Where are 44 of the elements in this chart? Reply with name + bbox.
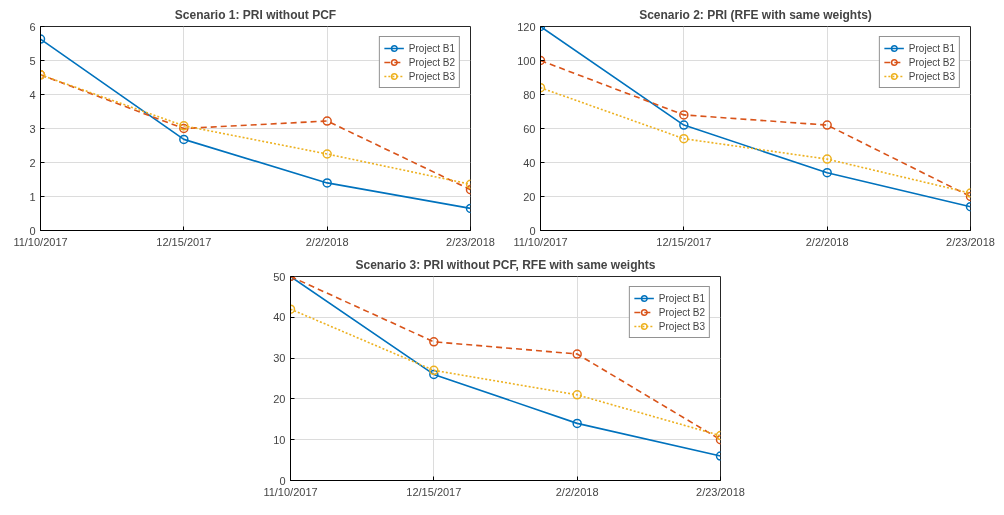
- x-tick-label: 2/2/2018: [805, 235, 849, 248]
- legend-label: Project B2: [908, 55, 955, 69]
- x-tick-label: 11/10/2017: [13, 235, 68, 248]
- legend-label: Project B2: [408, 55, 455, 69]
- y-tick-label: 4: [29, 88, 36, 101]
- y-tick-label: 1: [29, 190, 36, 203]
- x-tick-label: 2/2/2018: [555, 485, 599, 498]
- y-tick-label: 10: [273, 433, 286, 446]
- x-tick-label: 2/2/2018: [305, 235, 349, 248]
- legend-label: Project B1: [658, 291, 705, 305]
- x-tick-label: 2/23/2018: [946, 235, 995, 248]
- y-tick-label: 6: [29, 20, 36, 33]
- legend-label: Project B1: [408, 41, 455, 55]
- chart-title: Scenario 1: PRI without PCF: [174, 7, 337, 22]
- legend-label: Project B3: [658, 319, 705, 333]
- y-tick-label: 20: [273, 392, 286, 405]
- y-tick-label: 30: [273, 352, 286, 365]
- x-tick-label: 12/15/2017: [156, 235, 212, 248]
- legend-label: Project B3: [908, 69, 955, 83]
- y-tick-label: 60: [523, 122, 536, 135]
- y-tick-label: 0: [29, 224, 36, 237]
- y-tick-label: 80: [523, 88, 536, 101]
- y-tick-label: 40: [273, 311, 286, 324]
- legend-label: Project B1: [908, 41, 955, 55]
- x-tick-label: 11/10/2017: [263, 485, 318, 498]
- y-tick-label: 50: [273, 270, 286, 283]
- legend-label: Project B3: [408, 69, 455, 83]
- y-tick-label: 3: [29, 122, 36, 135]
- y-tick-label: 5: [29, 54, 36, 67]
- y-tick-label: 120: [517, 20, 536, 33]
- y-tick-label: 2: [29, 156, 36, 169]
- x-tick-label: 2/23/2018: [446, 235, 495, 248]
- x-tick-label: 2/23/2018: [696, 485, 745, 498]
- x-tick-label: 12/15/2017: [406, 485, 462, 498]
- x-tick-label: 12/15/2017: [656, 235, 712, 248]
- legend-label: Project B2: [658, 305, 705, 319]
- y-tick-label: 0: [279, 474, 286, 487]
- chart-title: Scenario 2: PRI (RFE with same weights): [639, 7, 872, 22]
- y-tick-label: 0: [529, 224, 536, 237]
- y-tick-label: 40: [523, 156, 536, 169]
- x-tick-label: 11/10/2017: [513, 235, 568, 248]
- y-tick-label: 20: [523, 190, 536, 203]
- y-tick-label: 100: [517, 54, 536, 67]
- chart-title: Scenario 3: PRI without PCF, RFE with same weights: [355, 257, 656, 272]
